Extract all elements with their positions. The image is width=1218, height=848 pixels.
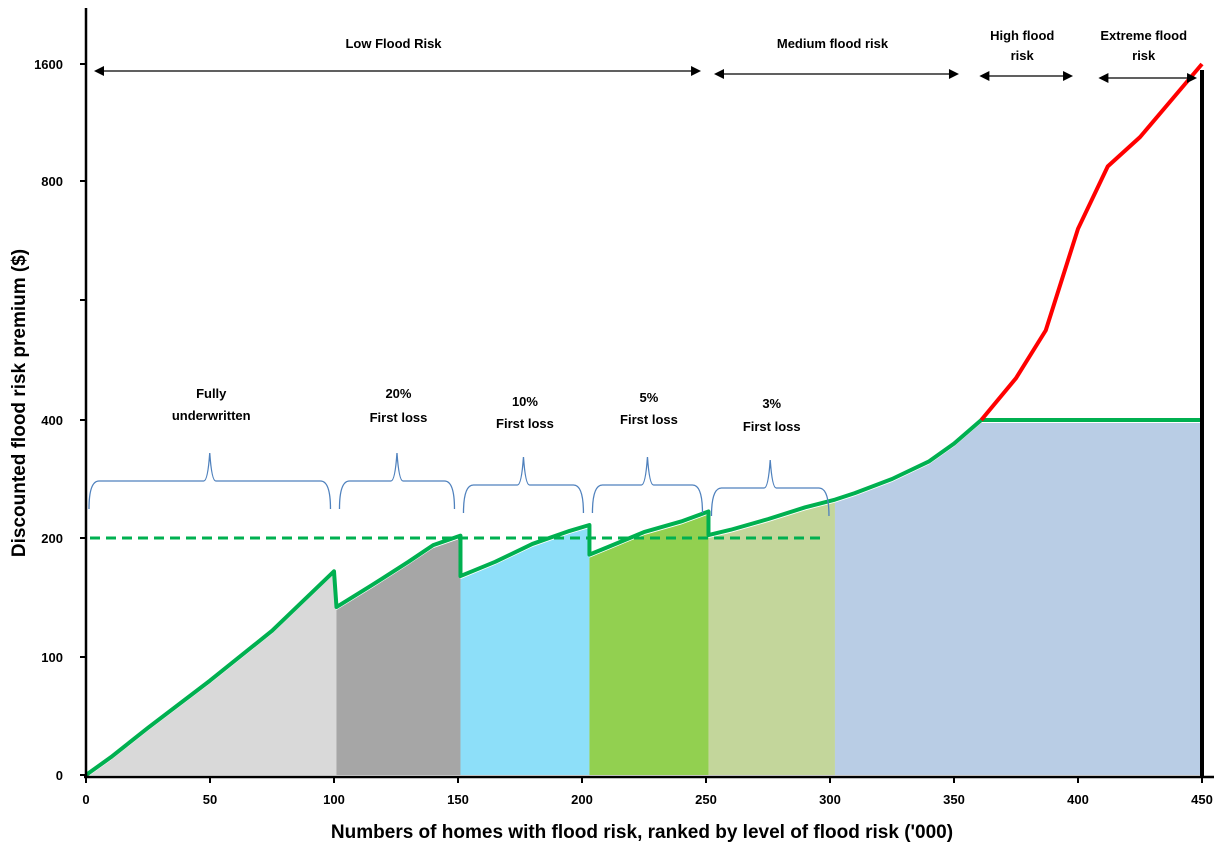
x-tick-label: 150 xyxy=(447,792,469,807)
arrow-head-right xyxy=(948,69,959,79)
segment-label: 10% xyxy=(512,394,538,409)
segment-label: 5% xyxy=(640,390,659,405)
segment-label: 20% xyxy=(385,386,411,401)
arrow-head-left xyxy=(1098,73,1109,83)
arrow-head-left xyxy=(979,71,990,81)
risk-band-label: Low Flood Risk xyxy=(345,36,442,51)
segment-brace xyxy=(88,452,332,510)
x-tick-label: 300 xyxy=(819,792,841,807)
green-premium-line xyxy=(84,418,1202,777)
arrow-head-right xyxy=(691,66,702,76)
segment-label: underwritten xyxy=(172,408,251,423)
x-tick-label: 200 xyxy=(571,792,593,807)
y-axis-title: Discounted flood risk premium ($) xyxy=(9,249,30,557)
segment-label: First loss xyxy=(620,412,678,427)
y-tick-label: 0 xyxy=(56,768,63,783)
risk-band-label: Extreme flood xyxy=(1100,28,1187,43)
x-tick-label: 0 xyxy=(82,792,89,807)
x-tick-label: 50 xyxy=(203,792,217,807)
arrow-head-right xyxy=(1187,73,1198,83)
y-tick-labels: 0 100 200 400 800 1600 xyxy=(34,57,63,783)
arrow-head-left xyxy=(714,69,724,79)
segment-fill-4 xyxy=(589,514,709,775)
axes xyxy=(80,8,1214,783)
medium-risk-fill xyxy=(834,423,1202,775)
x-tick-label: 450 xyxy=(1191,792,1213,807)
risk-band-label: risk xyxy=(1132,48,1156,63)
segment-fill-5 xyxy=(708,502,835,775)
y-tick-label: 200 xyxy=(41,531,63,546)
segment-brace xyxy=(338,452,456,510)
arrow-head-left xyxy=(94,66,104,76)
x-axis-title: Numbers of homes with flood risk, ranked… xyxy=(331,822,953,843)
x-tick-label: 250 xyxy=(695,792,717,807)
segment-label: First loss xyxy=(370,410,428,425)
segment-label: First loss xyxy=(743,419,801,434)
y-tick-label: 100 xyxy=(41,650,63,665)
segment-annotations: Fully underwritten 20% First loss 10% First l… xyxy=(88,386,830,517)
segment-brace xyxy=(591,456,704,514)
x-tick-labels: 0 50 100 150 200 250 300 350 400 450 xyxy=(82,792,1212,807)
x-tick-label: 350 xyxy=(943,792,965,807)
segment-label: 3% xyxy=(762,396,781,411)
arrow-head-right xyxy=(1063,71,1074,81)
segment-fills xyxy=(86,423,1202,778)
red-premium-line xyxy=(979,62,1204,422)
y-tick-label: 1600 xyxy=(34,57,63,72)
y-tick-label: 800 xyxy=(41,174,63,189)
risk-band-label: Medium flood risk xyxy=(777,36,889,51)
segment-label: Fully xyxy=(196,386,227,401)
segment-brace xyxy=(462,456,585,514)
x-tick-label: 100 xyxy=(323,792,345,807)
series-lines xyxy=(84,62,1204,777)
segment-label: First loss xyxy=(496,416,554,431)
segment-fill-3 xyxy=(460,528,590,775)
risk-band-label: risk xyxy=(1011,48,1035,63)
segment-fill-2 xyxy=(336,538,461,775)
segment-fill-1 xyxy=(86,574,337,778)
risk-band-label: High flood xyxy=(990,28,1054,43)
risk-band-annotations: Low Flood Risk Medium flood risk High floo… xyxy=(94,28,1198,83)
x-tick-label: 400 xyxy=(1067,792,1089,807)
segment-brace xyxy=(710,459,830,517)
y-tick-label: 400 xyxy=(41,413,63,428)
